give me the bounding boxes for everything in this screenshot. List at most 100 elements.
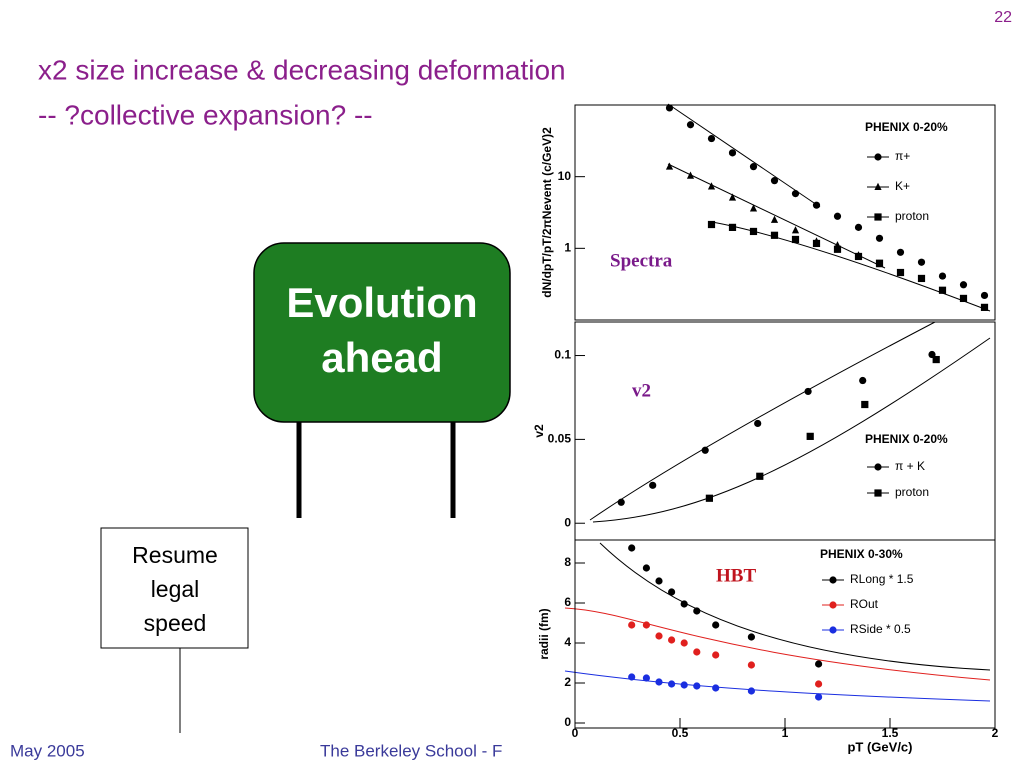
data-point bbox=[896, 268, 905, 277]
legend-label: RLong * 1.5 bbox=[850, 572, 914, 586]
data-point bbox=[693, 607, 701, 615]
data-point bbox=[747, 633, 756, 641]
data-point bbox=[665, 162, 674, 170]
data-point bbox=[791, 235, 800, 244]
fit-curve bbox=[564, 607, 991, 681]
y-tick-label: 6 bbox=[564, 595, 571, 609]
annotation: HBT bbox=[716, 565, 756, 586]
data-point bbox=[628, 673, 636, 681]
data-point bbox=[812, 239, 821, 248]
data-point bbox=[859, 376, 867, 385]
legend-marker bbox=[874, 182, 882, 190]
x-tick-label: 1.5 bbox=[882, 726, 899, 740]
legend-title: PHENIX 0-30% bbox=[820, 547, 903, 561]
x-tick-label: 0.5 bbox=[672, 726, 689, 740]
data-point bbox=[680, 600, 688, 608]
legend-title: PHENIX 0-20% bbox=[865, 120, 948, 134]
box-text: legal bbox=[151, 576, 200, 602]
data-point bbox=[756, 472, 764, 480]
legend-marker bbox=[829, 601, 837, 609]
data-point bbox=[770, 231, 779, 239]
data-point bbox=[806, 432, 814, 440]
data-point bbox=[701, 446, 709, 454]
legend-label: proton bbox=[895, 485, 929, 499]
data-point bbox=[959, 294, 968, 303]
data-point bbox=[617, 498, 625, 506]
y-tick-label: 8 bbox=[564, 555, 571, 569]
figure-background bbox=[530, 100, 1024, 768]
data-point bbox=[861, 400, 869, 409]
data-point bbox=[649, 481, 657, 489]
data-point bbox=[680, 681, 688, 689]
footer-event: The Berkeley School - F bbox=[320, 741, 502, 760]
data-point bbox=[628, 544, 636, 552]
data-point bbox=[770, 177, 779, 185]
x-tick-label: 2 bbox=[992, 726, 999, 740]
data-point bbox=[680, 639, 688, 647]
data-point bbox=[693, 648, 701, 656]
annotation: v2 bbox=[632, 380, 651, 401]
data-point bbox=[655, 577, 663, 585]
data-point bbox=[728, 223, 737, 231]
data-point bbox=[754, 419, 762, 428]
y-tick-label: 1 bbox=[564, 241, 571, 255]
data-point bbox=[917, 274, 926, 283]
data-point bbox=[686, 121, 695, 129]
legend-label: π+ bbox=[895, 149, 910, 163]
y-tick-label: 2 bbox=[564, 675, 571, 689]
data-point bbox=[747, 687, 756, 695]
sign-text: Evolution bbox=[286, 279, 477, 326]
data-point bbox=[815, 693, 823, 701]
fit-curve bbox=[564, 670, 991, 702]
legend-marker bbox=[874, 153, 882, 161]
title-line: x2 size increase & decreasing deformatio… bbox=[38, 54, 566, 85]
data-point bbox=[749, 163, 758, 171]
legend-label: K+ bbox=[895, 179, 910, 193]
legend-title: PHENIX 0-20% bbox=[865, 432, 948, 446]
data-point bbox=[712, 621, 720, 629]
data-point bbox=[804, 387, 812, 396]
y-axis-label: v2 bbox=[532, 424, 546, 438]
y-axis-label: radii (fm) bbox=[537, 608, 551, 659]
data-point bbox=[707, 220, 716, 229]
data-point bbox=[875, 259, 884, 267]
data-point bbox=[655, 678, 663, 686]
y-axis-label: dN/dpT/pT/2πNevent (c/GeV)2 bbox=[540, 127, 554, 298]
data-point bbox=[665, 104, 674, 112]
data-point bbox=[854, 252, 863, 261]
legend-marker bbox=[874, 213, 882, 221]
data-point bbox=[712, 684, 720, 692]
data-point bbox=[812, 201, 821, 209]
data-point bbox=[668, 588, 676, 596]
data-point bbox=[875, 234, 884, 242]
footer-date: May 2005 bbox=[10, 741, 85, 760]
data-point bbox=[747, 661, 756, 669]
data-point bbox=[628, 621, 636, 629]
data-point bbox=[749, 227, 758, 236]
data-point bbox=[642, 621, 651, 629]
data-point bbox=[938, 286, 947, 294]
y-tick-label: 0 bbox=[564, 515, 571, 529]
legend-marker bbox=[829, 626, 837, 634]
data-point bbox=[642, 674, 651, 682]
data-point bbox=[833, 212, 842, 220]
data-point bbox=[686, 171, 695, 179]
data-point bbox=[959, 281, 968, 289]
fit-curve bbox=[599, 542, 991, 671]
data-point bbox=[833, 245, 842, 253]
data-point bbox=[854, 223, 863, 231]
legend-label: ROut bbox=[850, 597, 879, 611]
box-text: Resume bbox=[132, 542, 218, 568]
data-point bbox=[791, 190, 800, 198]
y-tick-label: 0.05 bbox=[548, 432, 572, 446]
data-point bbox=[668, 680, 676, 688]
sign bbox=[253, 242, 511, 423]
data-point bbox=[770, 215, 779, 223]
legend-marker bbox=[874, 489, 882, 497]
legend-label: π + K bbox=[895, 459, 925, 473]
y-tick-label: 4 bbox=[564, 635, 571, 649]
data-point bbox=[642, 564, 651, 572]
data-point bbox=[693, 682, 701, 690]
